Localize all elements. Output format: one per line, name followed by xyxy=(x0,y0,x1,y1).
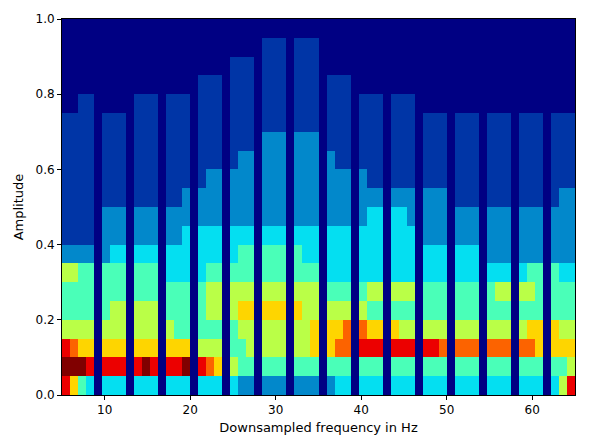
svg-text:40: 40 xyxy=(354,403,369,417)
svg-text:0.2: 0.2 xyxy=(36,313,55,327)
svg-text:0.8: 0.8 xyxy=(36,87,55,101)
svg-text:10: 10 xyxy=(97,403,112,417)
svg-text:50: 50 xyxy=(439,403,454,417)
svg-text:0.6: 0.6 xyxy=(36,163,55,177)
svg-text:30: 30 xyxy=(268,403,283,417)
svg-text:20: 20 xyxy=(183,403,198,417)
svg-text:0.4: 0.4 xyxy=(36,238,55,252)
svg-text:Downsampled frequency in Hz: Downsampled frequency in Hz xyxy=(219,420,418,435)
svg-text:1.0: 1.0 xyxy=(36,12,55,26)
svg-text:0.0: 0.0 xyxy=(36,388,55,402)
svg-text:Amplitude: Amplitude xyxy=(11,174,26,241)
svg-text:60: 60 xyxy=(525,403,540,417)
